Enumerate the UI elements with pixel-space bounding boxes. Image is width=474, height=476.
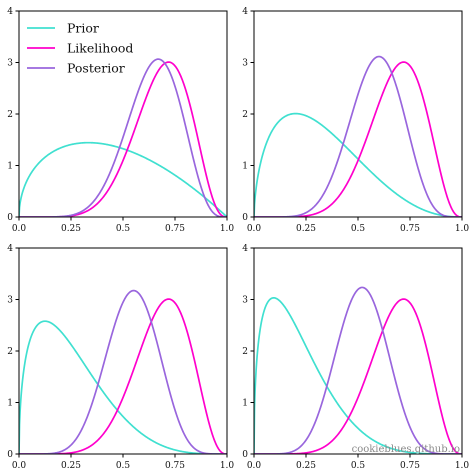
chart-panel-top-right: 0.0 0.25 0.5 0.75 1.0 0 1 2 3 4 bbox=[242, 7, 469, 234]
y-tick-label: 3 bbox=[242, 59, 248, 69]
y-tick-label: 2 bbox=[7, 347, 13, 357]
series-line-prior bbox=[19, 320, 227, 454]
x-tick-label: 0.0 bbox=[12, 461, 27, 471]
y-tick-label: 3 bbox=[7, 59, 13, 69]
x-tick-label: 0.75 bbox=[400, 224, 420, 234]
axes-frame bbox=[18, 247, 228, 455]
y-tick-label: 2 bbox=[242, 347, 248, 357]
y-tick-label: 4 bbox=[7, 244, 13, 254]
legend-label-likelihood: Likelihood bbox=[67, 40, 133, 55]
y-tick-label: 0 bbox=[7, 450, 13, 460]
y-tick-label: 1 bbox=[7, 162, 13, 172]
x-tick-label: 0.5 bbox=[116, 224, 131, 234]
series-line-posterior bbox=[19, 58, 227, 217]
series-line-likelihood bbox=[254, 61, 462, 217]
y-tick-label: 1 bbox=[242, 162, 248, 172]
x-tick-label: 1.0 bbox=[220, 461, 235, 471]
plot-area bbox=[254, 286, 462, 454]
series-line-posterior bbox=[254, 286, 462, 454]
axes-frame bbox=[253, 247, 463, 455]
x-tick-label: 0.25 bbox=[61, 461, 81, 471]
x-tick-label: 0.75 bbox=[165, 461, 185, 471]
x-tick-label: 0.5 bbox=[116, 461, 131, 471]
chart-panel-top-left: 0.0 0.25 0.5 0.75 1.0 0 1 2 3 4 Prior Likelihood Pos… bbox=[7, 7, 234, 234]
y-tick-label: 2 bbox=[242, 110, 248, 120]
plot-area bbox=[19, 289, 227, 454]
x-tick-label: 0.0 bbox=[247, 224, 262, 234]
y-tick-label: 3 bbox=[242, 296, 248, 306]
x-tick-label: 0.5 bbox=[351, 461, 366, 471]
legend: Prior Likelihood Posterior bbox=[27, 20, 133, 75]
x-tick-label: 0.75 bbox=[400, 461, 420, 471]
y-tick-label: 0 bbox=[242, 450, 248, 460]
y-tick-label: 3 bbox=[7, 296, 13, 306]
x-tick-label: 0.25 bbox=[61, 224, 81, 234]
y-tick-label: 0 bbox=[7, 213, 13, 223]
watermark: cookieblues.github.io bbox=[352, 444, 460, 455]
chart-panel-bottom-right: 0.0 0.25 0.5 0.75 1.0 0 1 2 3 4 bbox=[242, 244, 469, 471]
x-tick-label: 0.5 bbox=[351, 224, 366, 234]
y-tick-label: 0 bbox=[242, 213, 248, 223]
x-tick-label: 1.0 bbox=[220, 224, 235, 234]
series-line-posterior bbox=[254, 55, 462, 217]
x-tick-label: 0.0 bbox=[247, 461, 262, 471]
legend-label-prior: Prior bbox=[67, 20, 99, 35]
x-tick-label: 1.0 bbox=[455, 461, 470, 471]
x-tick-label: 0.0 bbox=[12, 224, 27, 234]
series-line-likelihood bbox=[254, 298, 462, 454]
y-tick-label: 2 bbox=[7, 110, 13, 120]
series-line-prior bbox=[19, 141, 227, 217]
y-tick-label: 1 bbox=[242, 399, 248, 409]
series-line-prior bbox=[254, 297, 462, 454]
x-tick-label: 1.0 bbox=[455, 224, 470, 234]
axes-frame bbox=[253, 10, 463, 218]
y-tick-label: 4 bbox=[242, 244, 248, 254]
legend-label-posterior: Posterior bbox=[67, 60, 125, 75]
chart-panel-bottom-left: 0.0 0.25 0.5 0.75 1.0 0 1 2 3 4 bbox=[7, 244, 234, 471]
plot-area bbox=[19, 58, 227, 217]
plot-area bbox=[254, 55, 462, 217]
x-tick-label: 0.25 bbox=[296, 224, 316, 234]
x-tick-label: 0.75 bbox=[165, 224, 185, 234]
y-tick-label: 4 bbox=[242, 7, 248, 17]
y-tick-label: 1 bbox=[7, 399, 13, 409]
x-tick-label: 0.25 bbox=[296, 461, 316, 471]
series-line-posterior bbox=[19, 289, 227, 454]
y-tick-label: 4 bbox=[7, 7, 13, 17]
